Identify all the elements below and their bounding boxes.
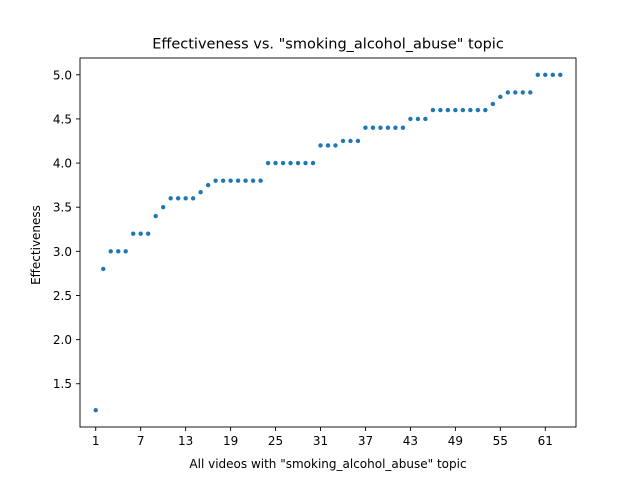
data-point [378,125,383,130]
data-point [423,116,428,122]
y-tick-label: 3.5 [53,201,72,215]
data-point [498,94,503,100]
axes-frame [79,57,577,428]
y-tick-label: 5.0 [53,68,72,82]
x-tick-label: 37 [358,434,373,448]
x-tick-label: 43 [403,434,418,448]
data-point [475,107,481,113]
data-point [400,125,406,130]
data-point [198,189,203,195]
y-tick-label: 1.5 [53,377,72,391]
data-point [460,107,466,113]
data-point [505,90,511,95]
data-point [393,125,398,130]
data-point [550,72,555,77]
data-point [318,143,323,148]
x-axis-label: All videos with "smoking_alcohol_abuse" … [189,457,466,471]
data-point [355,138,361,144]
data-point [445,107,451,113]
data-point [453,107,458,113]
data-point [205,182,211,188]
data-point [310,160,316,166]
data-point [153,213,158,219]
data-point [108,249,113,254]
y-axis-label: Effectiveness [29,205,43,285]
y-tick-label: 4.0 [53,157,72,171]
data-point [175,196,181,201]
data-point [190,196,196,201]
y-tick-label: 2.0 [53,333,72,347]
data-point [370,125,376,130]
x-tick-label: 7 [137,434,145,448]
data-point [385,125,391,130]
data-point [243,178,248,183]
x-tick-label: 31 [313,434,328,448]
data-points [93,72,563,413]
data-point [116,249,121,254]
data-point [528,90,533,95]
data-point [430,107,436,113]
data-point [250,178,256,183]
x-tick-label: 61 [538,434,553,448]
x-tick-label: 1 [92,434,100,448]
data-point [295,160,301,166]
data-point [280,160,286,166]
y-tick-label: 2.5 [53,289,72,303]
data-point [340,138,346,144]
data-point [265,160,271,166]
chart-title: Effectiveness vs. "smoking_alcohol_abuse… [152,37,504,53]
data-point [468,107,473,113]
y-tick-label: 4.5 [53,112,72,126]
x-tick-label: 13 [178,434,193,448]
x-tick-label: 19 [223,434,238,448]
data-point [160,204,166,210]
data-point [138,231,143,236]
data-point [490,101,496,107]
x-tick-label: 25 [268,434,283,448]
x-axis-ticks: 1 7 13 19 25 31 37 43 49 55 61 [92,427,553,448]
data-point [543,72,548,77]
x-tick-label: 49 [448,434,463,448]
data-point [93,408,98,413]
data-point [415,116,421,122]
data-point [513,90,518,95]
data-point [220,178,226,183]
data-point [303,160,308,166]
data-point [483,107,488,113]
data-point [348,138,353,144]
data-point [273,160,278,166]
y-tick-label: 3.0 [53,245,72,259]
data-point [258,178,263,183]
data-point [228,178,233,183]
data-point [558,72,563,77]
data-point [131,231,136,236]
data-point [235,178,241,183]
x-tick-label: 55 [493,434,508,448]
data-point [325,143,331,148]
data-point [145,231,151,236]
data-point [520,90,525,95]
data-point [101,266,106,272]
data-point [535,72,540,77]
data-point [363,125,368,130]
data-point [333,143,338,148]
data-point [288,160,293,166]
data-point [183,196,188,201]
data-point [123,249,128,254]
data-point [438,107,443,113]
data-point [213,178,218,183]
y-axis-ticks: 1.5 2.0 2.5 3.0 3.5 4.0 4.5 5.0 [53,68,80,391]
data-point [408,116,413,122]
data-point [168,196,173,201]
